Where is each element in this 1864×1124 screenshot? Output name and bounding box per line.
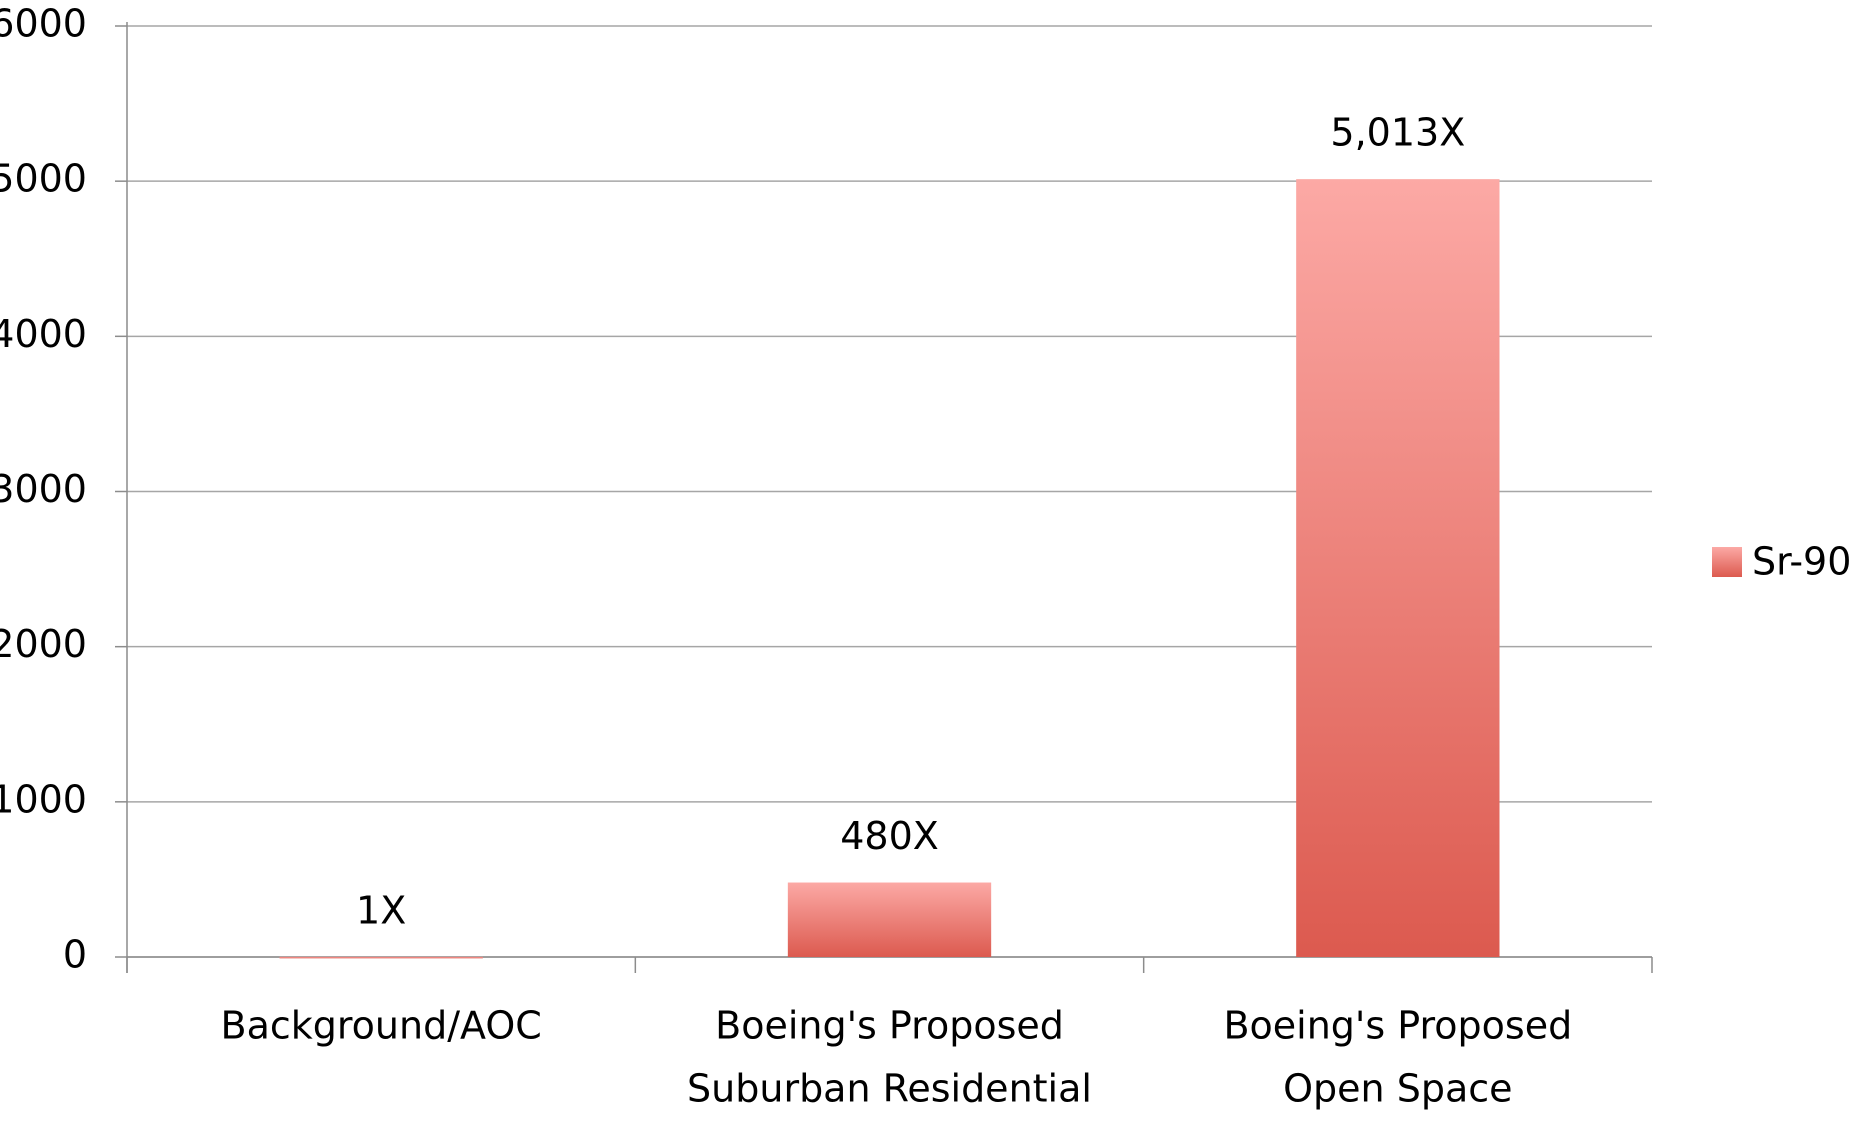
value-label: 1X	[356, 888, 406, 932]
legend-swatch	[1712, 547, 1742, 577]
y-tick-label: 6000	[0, 2, 87, 46]
x-tick-label: Background/AOC	[221, 1004, 542, 1048]
bar	[787, 882, 992, 957]
y-tick-label: 4000	[0, 312, 87, 356]
value-label: 5,013X	[1330, 111, 1465, 155]
y-tick-label: 3000	[0, 467, 87, 511]
x-tick-label: Open Space	[1283, 1067, 1512, 1111]
x-tick-label: Boeing's Proposed	[1223, 1004, 1572, 1048]
x-tick-label: Suburban Residential	[687, 1067, 1092, 1111]
value-label: 480X	[840, 814, 939, 858]
y-tick-label: 0	[63, 933, 87, 977]
x-tick-label: Boeing's Proposed	[715, 1004, 1064, 1048]
bar	[1296, 179, 1500, 957]
y-tick-label: 5000	[0, 157, 87, 201]
legend-label: Sr-90	[1752, 540, 1851, 584]
y-tick-label: 1000	[0, 777, 87, 821]
y-tick-label: 2000	[0, 622, 87, 666]
bar	[279, 956, 483, 959]
